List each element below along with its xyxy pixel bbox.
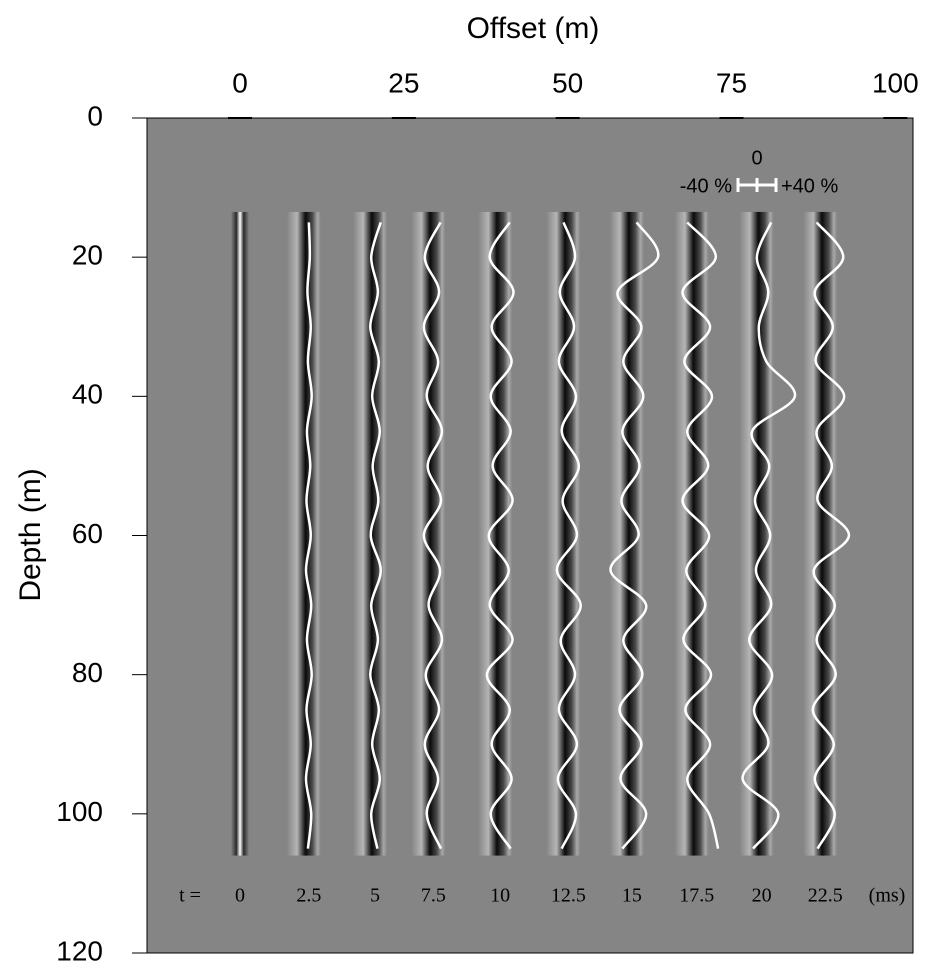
time-label: 12.5 [551, 885, 586, 907]
x-tick-label: 75 [716, 67, 747, 98]
time-label: 10 [490, 885, 510, 907]
wavefront-image [546, 211, 581, 856]
x-axis-title: Offset (m) [467, 12, 600, 45]
time-label: 5 [370, 885, 380, 907]
time-label: 0 [235, 885, 245, 907]
wavefront-image [478, 211, 513, 856]
trace [485, 221, 515, 850]
time-label: 7.5 [421, 885, 446, 907]
time-unit: (ms) [869, 885, 906, 907]
trace [811, 221, 851, 850]
time-prefix: t = [179, 885, 201, 907]
y-tick-label: 60 [72, 518, 103, 549]
wavefront-image [231, 211, 250, 856]
y-tick-label: 20 [72, 240, 103, 271]
plot-area [146, 117, 914, 954]
time-label: 15 [622, 885, 642, 907]
trace [741, 221, 797, 850]
wavefront-image [286, 211, 321, 856]
time-label: 22.5 [808, 885, 843, 907]
time-label: 17.5 [679, 885, 714, 907]
trace [609, 221, 660, 850]
y-tick-label: 120 [56, 935, 103, 966]
scale-minus-label: -40 % [680, 175, 732, 197]
time-label: 20 [752, 885, 772, 907]
wavefront-image [674, 211, 709, 856]
y-tick-label: 100 [56, 796, 103, 827]
scale-zero-label: 0 [751, 147, 762, 169]
x-tick-label: 100 [872, 67, 919, 98]
trace [422, 221, 444, 850]
wavefront-image [803, 211, 838, 856]
trace [369, 222, 382, 849]
y-tick-label: 0 [87, 100, 103, 131]
y-axis-title: Depth (m) [14, 468, 47, 601]
y-tick-label: 40 [72, 379, 103, 410]
x-tick-label: 25 [388, 67, 419, 98]
time-label: 2.5 [296, 885, 321, 907]
y-tick-label: 80 [72, 657, 103, 688]
x-tick-label: 0 [232, 67, 248, 98]
trace [555, 221, 582, 850]
scale-plus-label: +40 % [781, 175, 838, 197]
x-tick-label: 50 [552, 67, 583, 98]
trace [304, 222, 313, 849]
trace [681, 221, 720, 849]
wavefront-image [411, 211, 446, 856]
